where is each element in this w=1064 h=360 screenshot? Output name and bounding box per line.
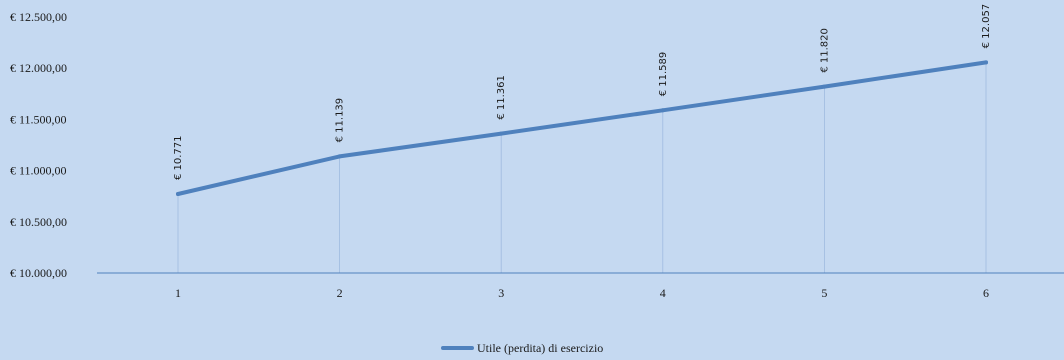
data-label: € 11.820 (819, 28, 830, 73)
data-label: € 10.771 (173, 136, 184, 181)
x-tick-label: 4 (660, 286, 666, 300)
data-point (660, 108, 665, 113)
y-axis-ticks: € 10.000,00 € 10.500,00 € 11.000,00 € 11.50… (10, 10, 67, 280)
x-tick-label: 6 (983, 286, 989, 300)
drop-lines (177, 62, 987, 273)
data-label: € 11.139 (335, 98, 346, 143)
data-label: € 11.361 (496, 75, 507, 120)
x-tick-label: 5 (821, 286, 827, 300)
y-tick-label: € 12.500,00 (10, 10, 67, 24)
y-tick-label: € 11.500,00 (10, 112, 67, 126)
legend: Utile (perdita) di esercizio (441, 341, 603, 355)
y-tick-label: € 10.000,00 (10, 266, 67, 280)
y-tick-label: € 12.000,00 (10, 61, 67, 75)
x-tick-label: 3 (498, 286, 504, 300)
series-line (176, 60, 988, 196)
data-point (499, 131, 504, 136)
data-label: € 12.057 (981, 4, 992, 49)
data-labels: € 10.771 € 11.139 € 11.361 € 11.589 € 11.820… (173, 4, 992, 180)
x-axis-ticks: 1 2 3 4 5 6 (175, 286, 989, 300)
x-tick-label: 2 (337, 286, 343, 300)
data-point (984, 60, 988, 65)
data-point (337, 154, 342, 159)
legend-label: Utile (perdita) di esercizio (477, 341, 603, 355)
data-point (822, 84, 827, 89)
y-tick-label: € 10.500,00 (10, 215, 67, 229)
data-point (176, 192, 180, 197)
series-group (176, 60, 988, 197)
data-label: € 11.589 (658, 52, 669, 97)
y-tick-label: € 11.000,00 (10, 164, 67, 178)
x-tick-label: 1 (175, 286, 181, 300)
